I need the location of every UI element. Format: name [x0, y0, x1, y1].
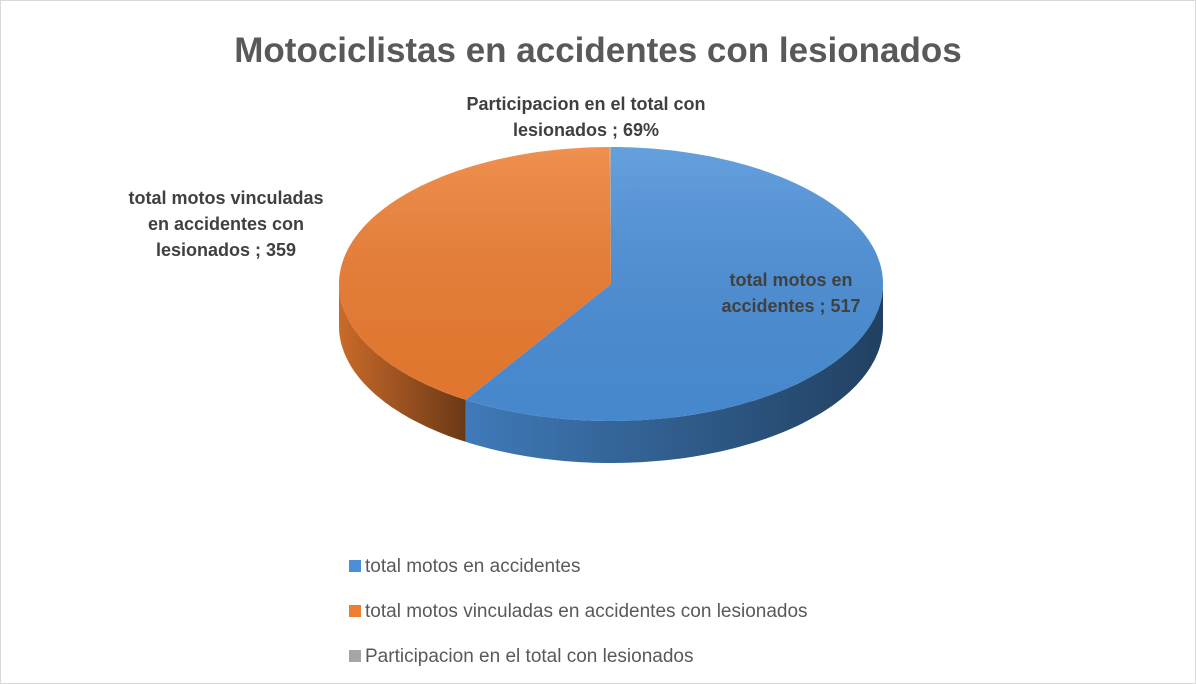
legend-label: Participacion en el total con lesionados: [365, 646, 694, 667]
legend-item: Participacion en el total con lesionados: [349, 646, 693, 668]
slice-side-shade: [339, 284, 466, 442]
legend-label: total motos en accidentes: [365, 556, 581, 577]
slice-side-shade: [465, 284, 883, 463]
legend-item: total motos vinculadas en accidentes con…: [349, 601, 808, 623]
data-label: Participacion en el total con lesionados…: [466, 94, 706, 140]
legend-swatch: [349, 605, 361, 617]
slice-shine: [609, 147, 611, 284]
legend-swatch: [349, 560, 361, 572]
data-label: total motos en accidentes ; 517: [721, 270, 861, 316]
data-label: total motos vinculadas en accidentes con…: [128, 188, 324, 260]
chart-title: Motociclistas en accidentes con lesionad…: [234, 31, 962, 70]
slice-shine: [465, 147, 883, 421]
legend-label: total motos vinculadas en accidentes con…: [365, 601, 808, 622]
legend-item: total motos en accidentes: [349, 556, 580, 578]
slice-shine: [339, 147, 611, 400]
legend-swatch: [349, 650, 361, 662]
